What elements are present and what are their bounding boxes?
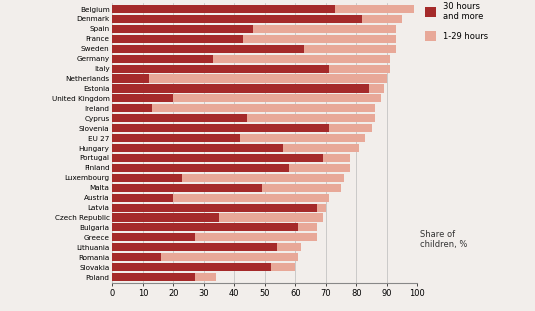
Bar [112, 94, 381, 102]
Bar [112, 5, 414, 13]
Bar [112, 184, 341, 192]
Bar [112, 15, 402, 23]
Bar [112, 253, 161, 261]
Bar [112, 114, 374, 122]
Bar [112, 233, 317, 241]
Bar [112, 35, 396, 43]
Bar [112, 233, 195, 241]
Bar [112, 124, 371, 132]
Bar [112, 5, 335, 13]
Bar [112, 193, 329, 202]
Bar [112, 84, 369, 93]
Bar [112, 203, 317, 212]
Bar [112, 273, 216, 281]
Bar [112, 253, 299, 261]
Bar [112, 104, 374, 112]
Bar [112, 15, 362, 23]
Bar [112, 243, 277, 251]
Bar [112, 25, 396, 33]
Bar [112, 134, 240, 142]
Bar [112, 94, 173, 102]
Bar [112, 213, 219, 221]
Bar [112, 184, 262, 192]
Bar [112, 25, 253, 33]
Bar [112, 84, 384, 93]
Bar [112, 144, 283, 152]
Bar [112, 263, 295, 271]
Bar [112, 45, 304, 53]
Bar [112, 164, 350, 172]
Bar [112, 74, 149, 83]
Bar [112, 203, 326, 212]
Bar [112, 45, 396, 53]
Bar [112, 144, 360, 152]
Bar [112, 65, 390, 73]
Bar [112, 223, 317, 231]
Bar [112, 65, 329, 73]
Bar [112, 74, 387, 83]
Bar [112, 55, 390, 63]
Bar [112, 273, 195, 281]
Bar [112, 134, 365, 142]
Legend: 30 hours
and more, 1-29 hours: 30 hours and more, 1-29 hours [424, 2, 488, 41]
Bar [112, 154, 323, 162]
Bar [112, 104, 152, 112]
Bar [112, 124, 329, 132]
Bar [112, 174, 182, 182]
Bar [112, 263, 271, 271]
Bar [112, 223, 299, 231]
Bar [112, 174, 344, 182]
Bar [112, 193, 173, 202]
Bar [112, 35, 243, 43]
Bar [112, 164, 289, 172]
Bar [112, 154, 350, 162]
Text: Share of
children, %: Share of children, % [421, 230, 468, 249]
Bar [112, 213, 323, 221]
Bar [112, 243, 301, 251]
Bar [112, 114, 247, 122]
Bar [112, 55, 213, 63]
